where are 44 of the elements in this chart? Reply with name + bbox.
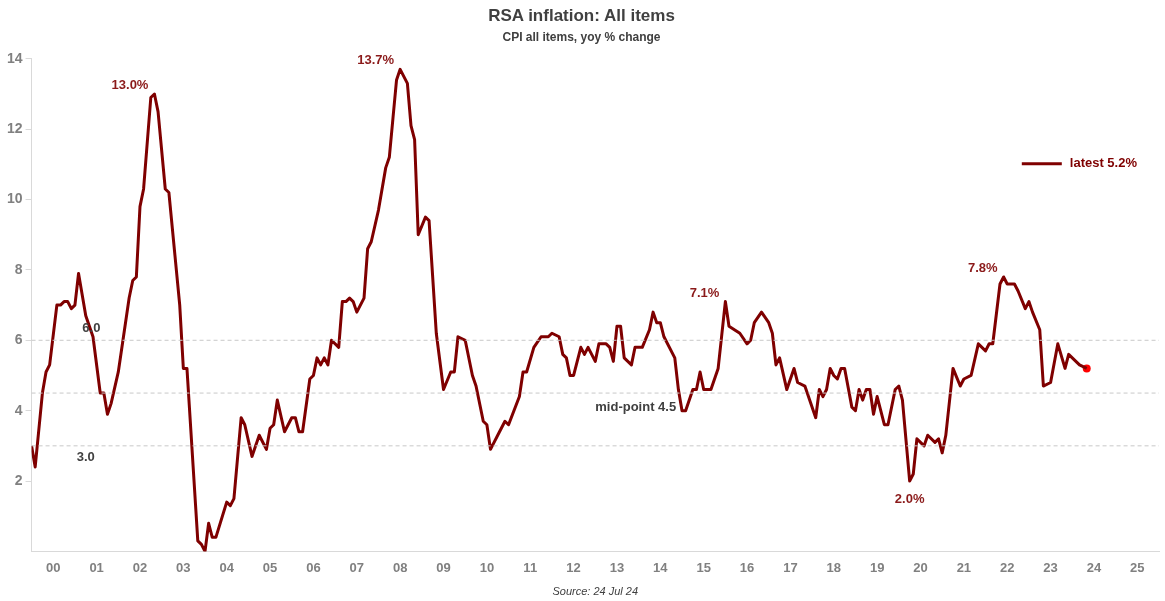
annotation: 13.0% bbox=[111, 77, 149, 93]
x-tick-label: 16 bbox=[739, 559, 755, 575]
annotation: 7.8% bbox=[967, 260, 999, 276]
x-tick-label: 01 bbox=[89, 559, 104, 575]
y-tick-label: 14 bbox=[6, 49, 23, 66]
x-tick-label: 11 bbox=[523, 559, 538, 575]
x-tick-label: 00 bbox=[46, 559, 61, 575]
x-tick-label: 19 bbox=[869, 559, 885, 575]
source-note: Source: 24 Jul 24 bbox=[552, 584, 639, 597]
x-tick-label: 20 bbox=[913, 559, 928, 575]
x-tick-label: 06 bbox=[306, 559, 321, 575]
x-tick-label: 17 bbox=[783, 559, 798, 575]
x-tick-label: 10 bbox=[479, 559, 495, 575]
x-tick-label: 18 bbox=[826, 559, 842, 575]
x-tick-label: 22 bbox=[1000, 559, 1015, 575]
x-tick-label: 14 bbox=[653, 559, 669, 575]
annotation: 7.1% bbox=[689, 284, 720, 300]
y-tick-label: 8 bbox=[14, 260, 23, 277]
annotation: 2.0% bbox=[894, 491, 925, 507]
y-tick-label: 6 bbox=[14, 331, 23, 348]
x-tick-label: 24 bbox=[1086, 559, 1102, 575]
ref-line-label: mid-point 4.5 bbox=[595, 398, 677, 414]
x-tick-label: 15 bbox=[696, 559, 711, 575]
x-tick-label: 25 bbox=[1130, 559, 1145, 575]
x-tick-label: 05 bbox=[262, 559, 278, 575]
x-tick-label: 09 bbox=[436, 559, 451, 575]
x-tick-label: 21 bbox=[956, 559, 972, 575]
chart-title: RSA inflation: All items bbox=[488, 5, 675, 25]
x-tick-label: 02 bbox=[132, 559, 148, 575]
legend-label: latest 5.2% bbox=[1069, 155, 1138, 171]
x-tick-label: 07 bbox=[349, 559, 365, 575]
y-tick-label: 10 bbox=[6, 190, 23, 207]
y-tick-label: 12 bbox=[6, 120, 23, 137]
x-tick-label: 23 bbox=[1043, 559, 1058, 575]
x-tick-label: 08 bbox=[392, 559, 408, 575]
x-tick-label: 12 bbox=[566, 559, 581, 575]
x-tick-label: 13 bbox=[609, 559, 625, 575]
chart-subtitle: CPI all items, yoy % change bbox=[502, 29, 661, 44]
x-tick-label: 03 bbox=[176, 559, 191, 575]
y-tick-label: 4 bbox=[14, 401, 23, 418]
annotation: 13.7% bbox=[357, 52, 395, 68]
y-tick-label: 2 bbox=[14, 471, 23, 488]
ref-line-label: 3.0 bbox=[76, 449, 95, 465]
x-tick-label: 04 bbox=[219, 559, 235, 575]
